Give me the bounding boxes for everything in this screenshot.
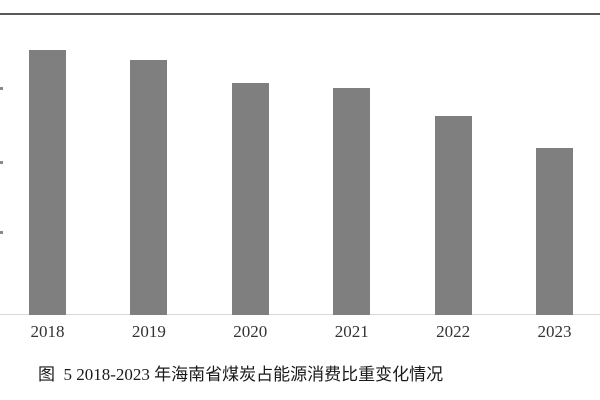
bar-2018	[29, 50, 66, 315]
bar-chart: 2018 2019 2020 2021 2022 2023	[0, 50, 600, 341]
bar-2022	[434, 116, 472, 315]
x-tick-label: 2018	[30, 322, 65, 341]
bar-2019	[130, 60, 168, 315]
cropped-y-tick-fragment	[0, 231, 3, 234]
x-tick-label: 2020	[233, 322, 268, 341]
bar-2023	[536, 147, 573, 315]
chart-top-border	[0, 13, 600, 15]
x-tick-label: 2021	[334, 322, 369, 341]
figure-caption: 图 5 2018-2023 年海南省煤炭占能源消费比重变化情况	[38, 365, 444, 384]
bar-2021	[333, 87, 371, 315]
x-tick-label: 2019	[131, 322, 166, 341]
x-axis-line	[0, 314, 600, 315]
cropped-y-tick-fragment	[0, 87, 3, 90]
bar-2020	[231, 83, 269, 315]
cropped-y-tick-fragment	[0, 161, 3, 164]
x-tick-label: 2022	[436, 322, 471, 341]
x-tick-label: 2023	[537, 322, 572, 341]
